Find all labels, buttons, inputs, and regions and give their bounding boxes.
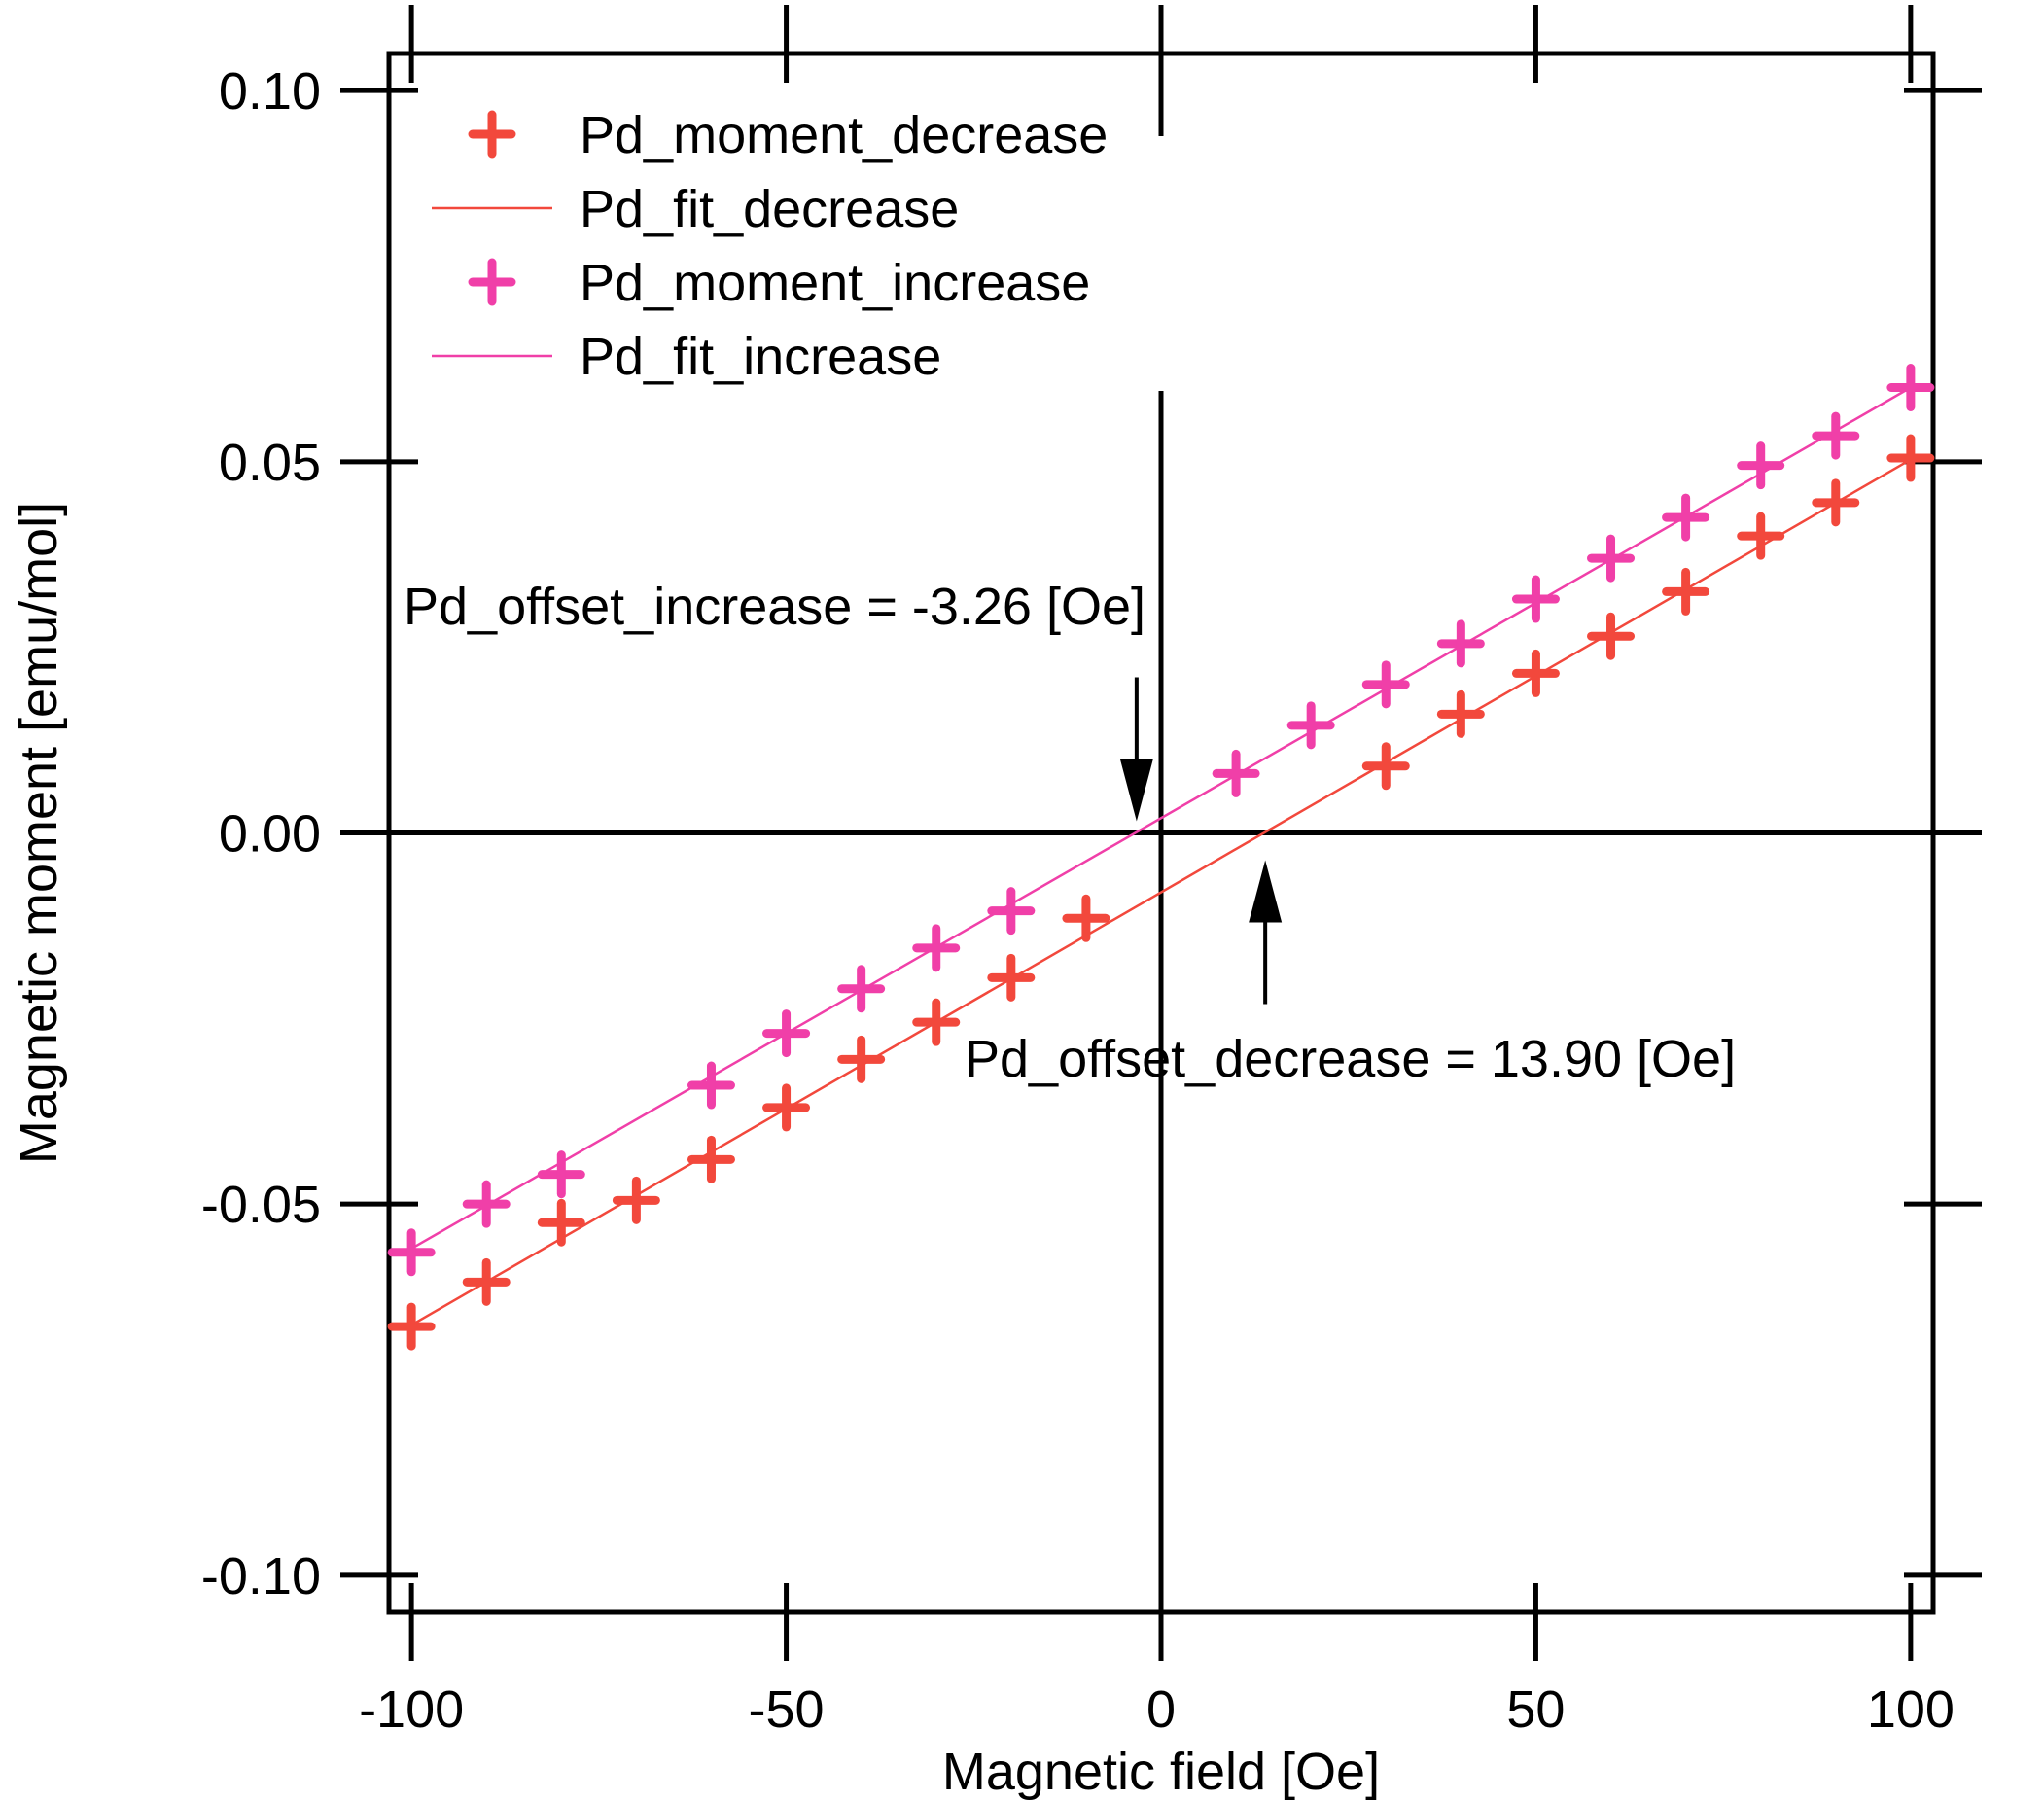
data-point bbox=[687, 1061, 735, 1110]
annotation-label: Pd_offset_decrease = 13.90 [Oe] bbox=[965, 1030, 1736, 1088]
data-point bbox=[1511, 649, 1560, 697]
y-axis-title: Magnetic moment [emu/mol] bbox=[10, 502, 68, 1164]
data-point bbox=[1436, 689, 1485, 738]
data-point bbox=[1587, 534, 1636, 583]
data-point bbox=[387, 1302, 436, 1351]
data-point bbox=[762, 1083, 811, 1132]
fit-line bbox=[410, 458, 1912, 1326]
data-point bbox=[987, 953, 1036, 1002]
data-point bbox=[912, 998, 961, 1046]
x-tick-label: -100 bbox=[359, 1680, 464, 1739]
data-point bbox=[1436, 619, 1485, 668]
data-point bbox=[1662, 493, 1710, 542]
x-tick-label: 100 bbox=[1867, 1680, 1955, 1739]
data-point bbox=[1286, 701, 1335, 750]
annotation-arrowhead bbox=[1119, 759, 1153, 822]
data-point bbox=[1886, 434, 1935, 482]
annotation-arrowhead bbox=[1249, 860, 1283, 923]
data-point bbox=[687, 1135, 735, 1183]
legend-marker bbox=[468, 110, 516, 159]
legend-marker bbox=[468, 258, 516, 306]
data-point bbox=[837, 965, 886, 1013]
data-point bbox=[537, 1198, 585, 1247]
legend-label: Pd_moment_decrease bbox=[580, 106, 1108, 164]
series-layer bbox=[387, 364, 1935, 1351]
x-tick-label: 50 bbox=[1506, 1680, 1565, 1739]
y-tick-label: 0.10 bbox=[219, 62, 321, 121]
data-point bbox=[462, 1257, 511, 1306]
data-point bbox=[612, 1176, 660, 1224]
x-axis-title: Magnetic field [Oe] bbox=[942, 1743, 1380, 1801]
y-tick-label: -0.10 bbox=[201, 1547, 321, 1606]
data-point bbox=[987, 887, 1036, 936]
data-point bbox=[1812, 478, 1860, 527]
y-tick-label: 0.00 bbox=[219, 805, 321, 864]
x-tick-label: 0 bbox=[1146, 1680, 1176, 1739]
data-point bbox=[912, 924, 961, 972]
data-point bbox=[462, 1180, 511, 1228]
axis-ticks: -100 -50 0 50 100 -0.10 -0.05 0.00 0.05 0.10 bbox=[201, 5, 1982, 1739]
legend-label: Pd_fit_decrease bbox=[580, 180, 959, 238]
legend: Pd_moment_decrease Pd_fit_decrease Pd_mome… bbox=[432, 106, 1108, 386]
zero-lines bbox=[389, 53, 1933, 1612]
y-tick-label: 0.05 bbox=[219, 434, 321, 492]
data-point bbox=[1737, 441, 1785, 490]
data-point bbox=[1587, 612, 1636, 660]
x-tick-label: -50 bbox=[749, 1680, 825, 1739]
y-tick-label: -0.05 bbox=[201, 1176, 321, 1234]
annotation-label: Pd_offset_increase = -3.26 [Oe] bbox=[404, 578, 1145, 636]
data-point bbox=[1212, 749, 1260, 797]
data-point bbox=[1062, 894, 1110, 942]
data-point bbox=[837, 1035, 886, 1083]
annotations: Pd_offset_increase = -3.26 [Oe] Pd_offset… bbox=[404, 578, 1736, 1088]
data-point bbox=[1361, 660, 1410, 709]
data-point bbox=[1886, 364, 1935, 411]
legend-label: Pd_moment_increase bbox=[580, 254, 1090, 312]
data-point bbox=[1361, 742, 1410, 791]
data-point bbox=[762, 1009, 811, 1058]
data-point bbox=[1812, 411, 1860, 460]
data-point bbox=[1662, 567, 1710, 616]
data-point bbox=[1511, 575, 1560, 623]
data-point bbox=[387, 1228, 436, 1277]
data-point bbox=[537, 1150, 585, 1199]
data-point bbox=[1737, 512, 1785, 560]
fit-line bbox=[410, 386, 1912, 1251]
legend-label: Pd_fit_increase bbox=[580, 328, 941, 386]
